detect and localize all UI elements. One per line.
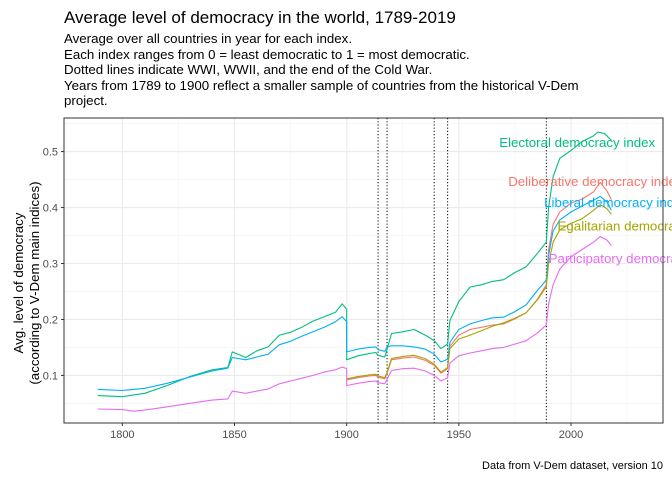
y-tick-label: 0.5: [43, 147, 58, 159]
series-label: Liberal democracy index: [544, 195, 672, 210]
chart-subtitle: Average over all countries in year for e…: [64, 31, 664, 109]
chart-caption: Data from V-Dem dataset, version 10: [482, 460, 663, 472]
y-tick-label: 0.2: [43, 314, 58, 326]
series-labels: Electoral democracy index Deliberative de…: [499, 135, 672, 266]
series-line: [97, 131, 612, 398]
series-line: [346, 204, 612, 380]
subtitle-line: Each index ranges from 0 = least democra…: [64, 46, 470, 62]
x-tick-label: 1950: [447, 429, 471, 441]
series-label: Deliberative democracy index: [508, 174, 672, 189]
subtitle-line: project.: [64, 93, 108, 108]
y-axis-label-line: (according to V-Dem main indices): [27, 181, 42, 385]
y-axis-label-line: Avg. level of democracy: [11, 212, 26, 354]
x-axis-ticks: 1800 1850 1900 1950 2000: [110, 423, 583, 441]
y-tick-label: 0.3: [43, 259, 58, 271]
subtitle-line: Dotted lines indicate WWI, WWII, and the…: [64, 62, 433, 77]
series-label: Egalitarian democracy index: [558, 218, 672, 233]
y-tick-label: 0.1: [43, 370, 58, 382]
series-label: Participatory democracy index: [549, 251, 672, 266]
y-axis-ticks: 0.1 0.2 0.3 0.4 0.5: [43, 147, 64, 382]
x-tick-label: 1850: [222, 429, 246, 441]
plot-border: [63, 117, 664, 424]
series-line: [97, 236, 612, 412]
major-gridlines: [64, 118, 663, 423]
series-label: Electoral democracy index: [499, 135, 655, 150]
minor-gridlines: [64, 118, 663, 423]
x-tick-label: 1900: [334, 429, 358, 441]
plot-panel: [63, 117, 664, 424]
x-tick-label: 1800: [110, 429, 134, 441]
chart-title: Average level of democracy in the world,…: [64, 8, 456, 27]
x-tick-label: 2000: [559, 429, 583, 441]
y-tick-label: 0.4: [43, 203, 58, 215]
subtitle-line: Years from 1789 to 1900 reflect a smalle…: [64, 77, 579, 93]
y-axis-label: Avg. level of democracy (according to V-…: [11, 133, 43, 433]
subtitle-line: Average over all countries in year for e…: [64, 31, 353, 46]
series-lines: [97, 131, 612, 412]
series-line: [97, 195, 612, 392]
